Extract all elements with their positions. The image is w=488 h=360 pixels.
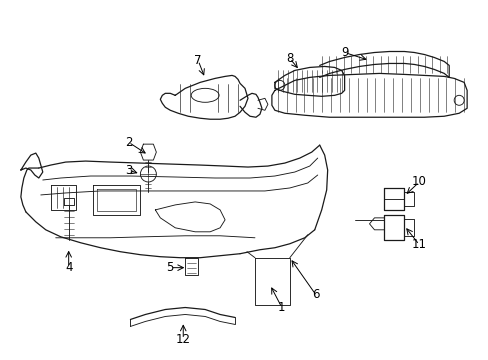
Text: 10: 10 bbox=[411, 175, 426, 189]
Text: 12: 12 bbox=[175, 333, 190, 346]
Polygon shape bbox=[240, 93, 262, 117]
Polygon shape bbox=[21, 153, 42, 178]
Text: 7: 7 bbox=[194, 54, 202, 67]
Text: 9: 9 bbox=[340, 46, 347, 59]
Polygon shape bbox=[271, 73, 466, 117]
Text: 2: 2 bbox=[124, 136, 132, 149]
Text: 1: 1 bbox=[278, 301, 285, 314]
Text: 8: 8 bbox=[285, 52, 293, 65]
Polygon shape bbox=[319, 51, 448, 77]
Text: 6: 6 bbox=[311, 288, 319, 301]
Text: 11: 11 bbox=[411, 238, 426, 251]
Polygon shape bbox=[160, 75, 247, 119]
Text: 3: 3 bbox=[124, 163, 132, 176]
Text: 4: 4 bbox=[65, 261, 72, 274]
Text: 5: 5 bbox=[166, 261, 174, 274]
Polygon shape bbox=[274, 67, 344, 96]
